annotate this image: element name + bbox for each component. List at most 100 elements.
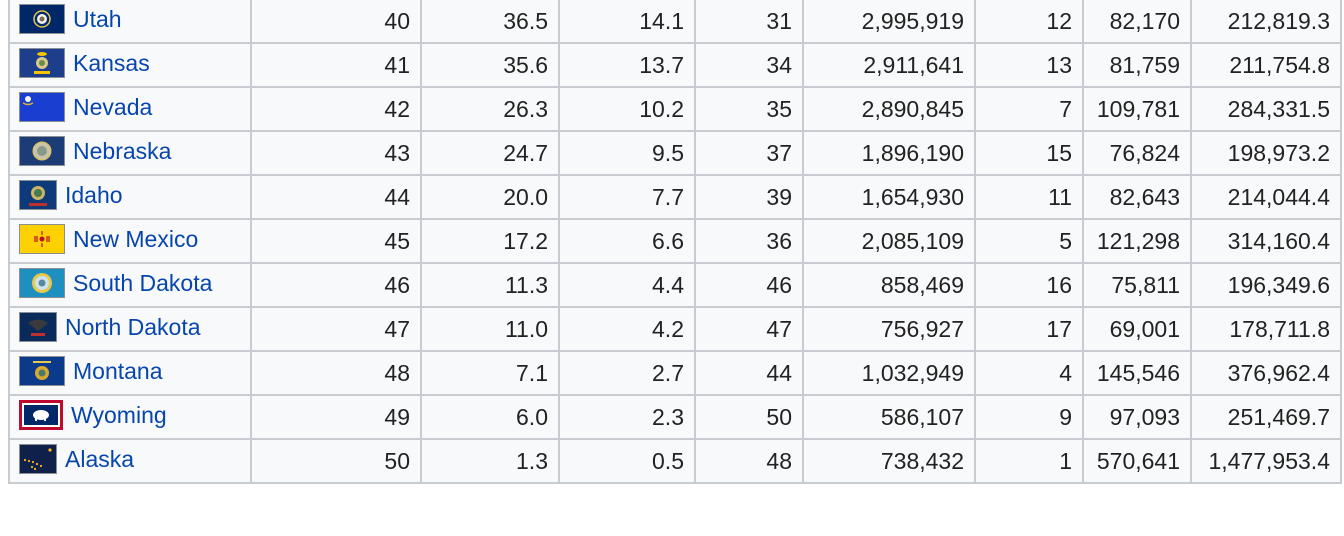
table-cell: 11.3 xyxy=(420,262,560,308)
state-cell: Alaska xyxy=(8,438,252,484)
kansas-flag-icon[interactable] xyxy=(19,48,65,78)
table-cell: 11 xyxy=(974,174,1084,220)
utah-flag-icon[interactable] xyxy=(19,4,65,34)
state-link[interactable]: Nebraska xyxy=(73,138,172,165)
table-cell: 196,349.6 xyxy=(1190,262,1342,308)
table-cell: 17 xyxy=(974,306,1084,352)
table-cell: 10.2 xyxy=(558,86,696,132)
state-link[interactable]: South Dakota xyxy=(73,270,213,297)
table-cell: 1 xyxy=(974,438,1084,484)
table-cell: 75,811 xyxy=(1082,262,1192,308)
table-cell: 36 xyxy=(694,218,804,264)
table-cell: 39 xyxy=(694,174,804,220)
table-cell: 9.5 xyxy=(558,130,696,176)
table-cell: 40 xyxy=(250,0,422,44)
table-cell: 47 xyxy=(250,306,422,352)
state-cell: Utah xyxy=(8,0,252,44)
table-row: Nebraska 43 24.7 9.5 37 1,896,190 15 76,… xyxy=(8,130,1342,176)
alaska-flag-icon[interactable] xyxy=(19,444,57,474)
table-cell: 97,093 xyxy=(1082,394,1192,440)
table-cell: 376,962.4 xyxy=(1190,350,1342,396)
table-body: Utah 40 36.5 14.1 31 2,995,919 12 82,170… xyxy=(8,0,1342,484)
table-cell: 2,911,641 xyxy=(802,42,976,88)
south-dakota-flag-icon[interactable] xyxy=(19,268,65,298)
table-cell: 109,781 xyxy=(1082,86,1192,132)
table-row: New Mexico 45 17.2 6.6 36 2,085,109 5 12… xyxy=(8,218,1342,264)
table-cell: 14.1 xyxy=(558,0,696,44)
table-cell: 11.0 xyxy=(420,306,560,352)
table-cell: 36.5 xyxy=(420,0,560,44)
state-link[interactable]: Nevada xyxy=(73,94,153,121)
state-cell: Kansas xyxy=(8,42,252,88)
table-cell: 1,032,949 xyxy=(802,350,976,396)
table-cell: 2.7 xyxy=(558,350,696,396)
state-link[interactable]: Idaho xyxy=(65,182,123,209)
table-cell: 20.0 xyxy=(420,174,560,220)
table-cell: 34 xyxy=(694,42,804,88)
table-cell: 43 xyxy=(250,130,422,176)
table-cell: 314,160.4 xyxy=(1190,218,1342,264)
nevada-flag-icon[interactable] xyxy=(19,92,65,122)
table-cell: 48 xyxy=(694,438,804,484)
new-mexico-flag-icon[interactable] xyxy=(19,224,65,254)
state-cell: South Dakota xyxy=(8,262,252,308)
table-cell: 76,824 xyxy=(1082,130,1192,176)
table-row: Alaska 50 1.3 0.5 48 738,432 1 570,641 1… xyxy=(8,438,1342,484)
table-cell: 41 xyxy=(250,42,422,88)
table-cell: 1,896,190 xyxy=(802,130,976,176)
table-cell: 6.0 xyxy=(420,394,560,440)
table-cell: 35 xyxy=(694,86,804,132)
table-cell: 7.1 xyxy=(420,350,560,396)
table-row: Idaho 44 20.0 7.7 39 1,654,930 11 82,643… xyxy=(8,174,1342,220)
state-link[interactable]: Kansas xyxy=(73,50,150,77)
table-cell: 46 xyxy=(250,262,422,308)
state-link[interactable]: Utah xyxy=(73,6,122,33)
table-cell: 17.2 xyxy=(420,218,560,264)
state-cell: Wyoming xyxy=(8,394,252,440)
montana-flag-icon[interactable] xyxy=(19,356,65,386)
table-cell: 47 xyxy=(694,306,804,352)
state-cell: Idaho xyxy=(8,174,252,220)
table-cell: 4 xyxy=(974,350,1084,396)
table-cell: 50 xyxy=(250,438,422,484)
table-cell: 7 xyxy=(974,86,1084,132)
table-cell: 13.7 xyxy=(558,42,696,88)
table-cell: 35.6 xyxy=(420,42,560,88)
table-cell: 4.4 xyxy=(558,262,696,308)
table-cell: 9 xyxy=(974,394,1084,440)
table-cell: 2,890,845 xyxy=(802,86,976,132)
table-cell: 15 xyxy=(974,130,1084,176)
table-cell: 48 xyxy=(250,350,422,396)
nebraska-flag-icon[interactable] xyxy=(19,136,65,166)
state-link[interactable]: Alaska xyxy=(65,446,135,473)
north-dakota-flag-icon[interactable] xyxy=(19,312,57,342)
table-cell: 145,546 xyxy=(1082,350,1192,396)
state-link[interactable]: New Mexico xyxy=(73,226,199,253)
state-cell: New Mexico xyxy=(8,218,252,264)
table-cell: 756,927 xyxy=(802,306,976,352)
table-cell: 31 xyxy=(694,0,804,44)
table-cell: 37 xyxy=(694,130,804,176)
table-cell: 46 xyxy=(694,262,804,308)
table-row: North Dakota 47 11.0 4.2 47 756,927 17 6… xyxy=(8,306,1342,352)
table-cell: 570,641 xyxy=(1082,438,1192,484)
state-link[interactable]: North Dakota xyxy=(65,314,201,341)
idaho-flag-icon[interactable] xyxy=(19,180,57,210)
table-cell: 212,819.3 xyxy=(1190,0,1342,44)
table-cell: 12 xyxy=(974,0,1084,44)
table-cell: 42 xyxy=(250,86,422,132)
table-cell: 13 xyxy=(974,42,1084,88)
state-cell: North Dakota xyxy=(8,306,252,352)
state-link[interactable]: Wyoming xyxy=(71,402,167,429)
table-cell: 738,432 xyxy=(802,438,976,484)
table-row: Nevada 42 26.3 10.2 35 2,890,845 7 109,7… xyxy=(8,86,1342,132)
wyoming-flag-icon[interactable] xyxy=(19,400,63,430)
table-row: Utah 40 36.5 14.1 31 2,995,919 12 82,170… xyxy=(8,0,1342,44)
state-cell: Montana xyxy=(8,350,252,396)
table-cell: 858,469 xyxy=(802,262,976,308)
state-link[interactable]: Montana xyxy=(73,358,163,385)
table-cell: 6.6 xyxy=(558,218,696,264)
table-cell: 214,044.4 xyxy=(1190,174,1342,220)
table-cell: 2.3 xyxy=(558,394,696,440)
table-cell: 178,711.8 xyxy=(1190,306,1342,352)
